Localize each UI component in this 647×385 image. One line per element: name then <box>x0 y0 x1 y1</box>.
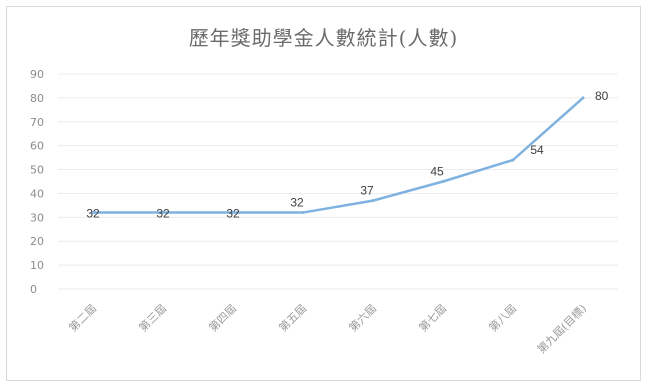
data-label: 32 <box>226 207 240 221</box>
x-tick-label: 第二屆 <box>66 301 99 334</box>
data-point <box>301 211 305 215</box>
y-tick-label: 30 <box>30 211 44 224</box>
data-point <box>91 211 95 215</box>
y-tick-label: 40 <box>30 187 44 200</box>
x-tick-label: 第四屆 <box>206 301 239 334</box>
y-tick-label: 60 <box>30 140 44 153</box>
data-label: 37 <box>360 184 374 198</box>
data-point <box>511 158 515 162</box>
data-label: 45 <box>430 165 444 179</box>
data-label: 32 <box>290 196 304 210</box>
y-tick-label: 90 <box>30 68 44 81</box>
data-label: 32 <box>156 207 170 221</box>
data-point <box>161 211 165 215</box>
data-point <box>371 199 375 203</box>
data-point <box>441 180 445 183</box>
data-point <box>231 211 235 215</box>
x-tick-label: 第六屆 <box>346 301 379 334</box>
y-tick-label: 10 <box>30 259 44 272</box>
chart-title: 歷年獎助學金人數統計(人數) <box>188 26 459 50</box>
x-tick-label: 第三屆 <box>136 301 169 334</box>
y-tick-label: 80 <box>30 92 44 105</box>
data-label: 32 <box>86 207 100 221</box>
x-tick-label: 第八屆 <box>486 301 519 334</box>
y-tick-label: 50 <box>30 164 44 177</box>
y-tick-label: 0 <box>30 283 37 296</box>
data-label: 54 <box>530 143 544 157</box>
series-line <box>91 96 585 214</box>
x-tick-label: 第五屆 <box>276 301 309 334</box>
data-label: 80 <box>595 89 609 103</box>
x-tick-label: 第九屆(目標) <box>534 301 589 356</box>
data-point <box>581 96 585 100</box>
y-tick-label: 20 <box>30 235 44 248</box>
y-tick-label: 70 <box>30 116 44 129</box>
x-tick-label: 第七屆 <box>416 301 449 334</box>
